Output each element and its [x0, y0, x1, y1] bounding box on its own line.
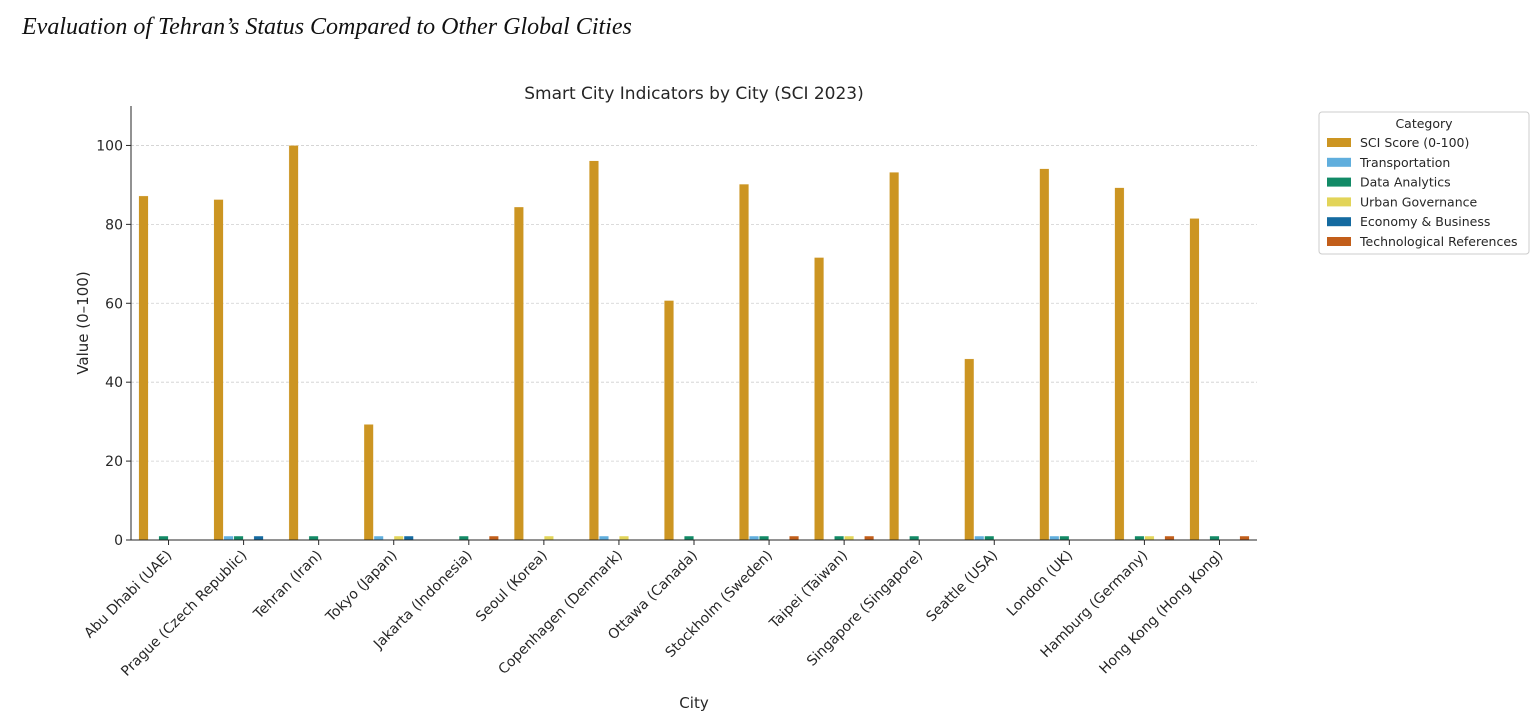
- gridlines: [131, 145, 1257, 462]
- bar: [619, 535, 629, 541]
- page-heading: Evaluation of Tehran’s Status Compared t…: [22, 14, 632, 40]
- x-tick-label: Tokyo (Japan): [322, 548, 400, 626]
- x-axis-label: City: [679, 694, 709, 712]
- x-tick-label: Taipei (Taiwan): [766, 548, 851, 633]
- axes: [130, 106, 1257, 541]
- legend-swatch: [1327, 237, 1351, 246]
- x-tick-label: Seoul (Korea): [473, 548, 551, 626]
- legend-label: SCI Score (0-100): [1360, 135, 1469, 150]
- bar: [599, 535, 609, 541]
- bar: [984, 535, 995, 541]
- bar: [964, 358, 975, 541]
- bar: [749, 535, 759, 541]
- bar: [814, 257, 824, 541]
- bar: [664, 300, 674, 541]
- bar: [213, 199, 224, 541]
- bar: [759, 535, 769, 541]
- x-tick-label: Tehran (Iran): [250, 548, 325, 623]
- y-tick-label: 0: [114, 533, 123, 549]
- bar: [403, 535, 414, 541]
- legend-swatch: [1327, 197, 1351, 207]
- bar: [158, 535, 169, 541]
- legend-swatch: [1327, 177, 1351, 187]
- bar: [889, 172, 900, 541]
- legend-label: Technological References: [1359, 234, 1518, 249]
- legend-swatch: [1327, 217, 1351, 227]
- bar: [739, 183, 749, 541]
- y-tick-labels: 0 20 40 60 80 100: [96, 138, 131, 549]
- bar: [1164, 535, 1175, 541]
- bar: [1049, 535, 1060, 541]
- bar: [789, 535, 799, 541]
- legend-items: SCI Score (0-100) Transportation Data Anal…: [1327, 135, 1518, 249]
- bar: [1189, 218, 1200, 541]
- bar: [308, 535, 319, 541]
- legend-label: Economy & Business: [1360, 214, 1490, 229]
- bar: [233, 535, 244, 541]
- x-tick-label: Prague (Czech Republic): [118, 548, 250, 680]
- bar: [844, 535, 854, 541]
- bar: [1059, 535, 1070, 541]
- bar: [513, 206, 524, 541]
- x-tick-label: Copenhagen (Denmark): [495, 548, 625, 678]
- bar: [253, 535, 264, 541]
- bar: [363, 424, 374, 541]
- x-tick-label: London (UK): [1004, 548, 1076, 620]
- legend-label: Transportation: [1359, 155, 1450, 170]
- legend: Category SCI Score (0-100) Transportation…: [1318, 111, 1530, 255]
- bar: [589, 160, 599, 541]
- x-tick-label: Seattle (USA): [923, 548, 1001, 626]
- legend-label: Urban Governance: [1360, 194, 1477, 209]
- bar: [1114, 187, 1125, 541]
- legend-swatch: [1327, 157, 1351, 167]
- bar: [974, 535, 985, 541]
- y-tick-label: 80: [105, 217, 123, 233]
- bar: [544, 535, 554, 541]
- legend-frame: [1318, 111, 1530, 255]
- x-tick-label: Hong Kong (Hong Kong): [1096, 548, 1226, 678]
- bar: [1239, 535, 1250, 541]
- legend-swatch: [1327, 138, 1351, 147]
- bar: [488, 535, 499, 541]
- y-tick-label: 40: [105, 375, 123, 391]
- legend-title: Category: [1395, 116, 1453, 131]
- y-tick-label: 60: [105, 296, 123, 312]
- y-tick-label: 20: [105, 454, 123, 470]
- bar: [138, 195, 149, 541]
- y-tick-label: 100: [96, 138, 123, 154]
- bar: [909, 535, 920, 541]
- bar: [393, 535, 404, 541]
- bar: [864, 535, 875, 541]
- legend-label: Data Analytics: [1360, 175, 1451, 190]
- bar: [1134, 535, 1145, 541]
- chart-title: Smart City Indicators by City (SCI 2023): [524, 84, 864, 104]
- bar: [1209, 535, 1220, 541]
- bar: [1144, 535, 1155, 541]
- bars: [138, 145, 1250, 541]
- y-axis-label: Value (0–100): [74, 271, 92, 374]
- bar: [288, 145, 299, 541]
- bar: [834, 535, 844, 541]
- bar: [1039, 168, 1050, 541]
- bar: [684, 535, 694, 541]
- bar: [223, 535, 234, 541]
- bar: [458, 535, 469, 541]
- x-tick-labels: Abu Dhabi (UAE)Prague (Czech Republic) Te…: [81, 540, 1226, 680]
- bar: [373, 535, 384, 541]
